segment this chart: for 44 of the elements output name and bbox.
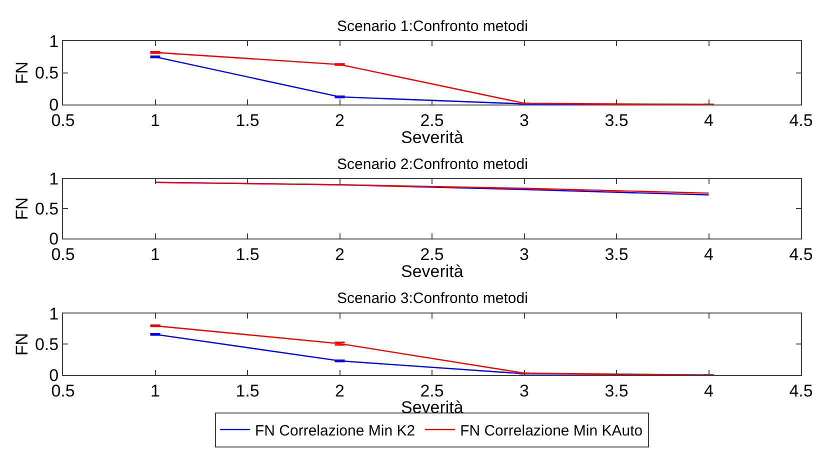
- x-tick-label: 1: [150, 244, 160, 264]
- legend-label: FN Correlazione Min KAuto: [460, 422, 643, 440]
- y-tick-label: 0.5: [34, 335, 59, 354]
- chart-title: Scenario 1:Confronto metodi: [337, 18, 528, 35]
- x-tick-label: 3: [520, 110, 529, 130]
- y-tick-label: 1: [49, 170, 59, 189]
- y-axis-title: FN: [12, 197, 32, 220]
- x-axis-title: Severità: [401, 398, 464, 417]
- x-tick-label: 3: [520, 381, 529, 400]
- y-tick-label: 1: [49, 32, 59, 51]
- x-tick-label: 2.5: [420, 381, 444, 400]
- x-tick-label: 4: [704, 381, 714, 400]
- x-tick-label: 3.5: [604, 110, 628, 130]
- x-tick-label: 2: [335, 244, 344, 264]
- x-tick-label: 2: [335, 110, 344, 130]
- x-axis-title: Severità: [401, 262, 464, 281]
- y-tick-label: 0: [49, 95, 59, 114]
- x-tick-label: 4.5: [789, 381, 813, 400]
- x-tick-label: 4.5: [789, 110, 813, 130]
- x-tick-label: 4: [704, 244, 714, 264]
- y-tick-label: 0.5: [34, 200, 59, 219]
- x-tick-label: 1: [150, 381, 160, 400]
- x-tick-label: 1.5: [236, 381, 260, 400]
- x-tick-label: 2: [335, 381, 344, 400]
- x-tick-label: 1.5: [236, 244, 260, 264]
- x-axis-title: Severità: [401, 128, 464, 147]
- x-tick-label: 1: [150, 110, 160, 130]
- x-tick-label: 3.5: [604, 381, 628, 400]
- x-tick-label: 2.5: [420, 110, 444, 130]
- y-axis-title: FN: [12, 61, 32, 84]
- y-tick-label: 0: [49, 230, 59, 249]
- x-tick-label: 4.5: [789, 244, 813, 264]
- x-tick-label: 4: [704, 110, 714, 130]
- x-tick-label: 2.5: [420, 244, 444, 264]
- chart-title: Scenario 2:Confronto metodi: [337, 156, 528, 173]
- legend-label: FN Correlazione Min K2: [255, 422, 416, 440]
- y-axis-title: FN: [12, 332, 32, 356]
- x-tick-label: 3: [520, 244, 529, 264]
- x-tick-label: 3.5: [604, 244, 628, 264]
- y-tick-label: 0: [49, 366, 59, 385]
- chart-title: Scenario 3:Confronto metodi: [337, 290, 528, 307]
- y-tick-label: 1: [49, 304, 59, 324]
- y-tick-label: 0.5: [34, 64, 59, 83]
- x-tick-label: 1.5: [236, 110, 260, 130]
